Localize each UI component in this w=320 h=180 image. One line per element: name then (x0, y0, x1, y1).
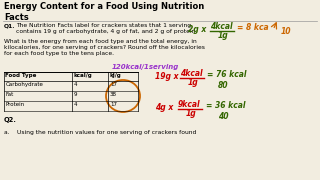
Text: 38: 38 (110, 92, 117, 97)
Text: 4: 4 (74, 82, 77, 87)
Text: = 76 kcal: = 76 kcal (207, 70, 246, 79)
Text: 4: 4 (74, 102, 77, 107)
Text: 1g: 1g (186, 109, 197, 118)
Text: = 36 kcal: = 36 kcal (206, 101, 245, 110)
Text: Food Type: Food Type (5, 73, 36, 78)
Text: 1g: 1g (188, 78, 199, 87)
Text: Carbohydrate: Carbohydrate (6, 82, 44, 87)
Text: What is the energy from each food type and the total energy, in
kilocalories, fo: What is the energy from each food type a… (4, 39, 205, 56)
Text: 80: 80 (218, 81, 228, 90)
Text: 9: 9 (74, 92, 77, 97)
Text: The Nutrition Facts label for crackers states that 1 serving
contains 19 g of ca: The Nutrition Facts label for crackers s… (16, 23, 197, 34)
Text: Protein: Protein (6, 102, 25, 107)
Text: 19g x: 19g x (155, 72, 179, 81)
Text: 4kcal: 4kcal (210, 22, 233, 31)
Text: 40: 40 (218, 112, 228, 121)
Text: 10: 10 (281, 27, 292, 36)
Text: kcal/g: kcal/g (73, 73, 92, 78)
Text: 1g: 1g (218, 31, 229, 40)
Text: 120kcal/1serving: 120kcal/1serving (112, 64, 179, 70)
Text: Energy Content for a Food Using Nutrition
Facts: Energy Content for a Food Using Nutritio… (4, 2, 204, 22)
Text: 4g x: 4g x (155, 103, 173, 112)
Text: 4kcal: 4kcal (180, 69, 203, 78)
Text: kJ/g: kJ/g (109, 73, 121, 78)
Text: Fat: Fat (6, 92, 14, 97)
Text: a.    Using the nutrition values for one serving of crackers found: a. Using the nutrition values for one se… (4, 130, 196, 135)
Text: 17: 17 (110, 102, 117, 107)
Text: 9kcal: 9kcal (178, 100, 201, 109)
Text: Q1.: Q1. (4, 23, 16, 28)
Text: 2g x: 2g x (188, 25, 206, 34)
Text: 17: 17 (110, 82, 117, 87)
Text: Q2.: Q2. (4, 117, 17, 123)
Text: = 8 kca: = 8 kca (237, 23, 268, 32)
